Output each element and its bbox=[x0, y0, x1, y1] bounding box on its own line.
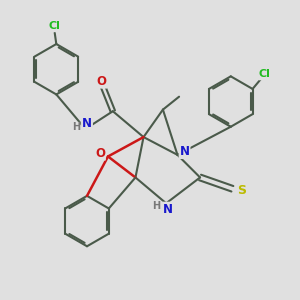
Text: N: N bbox=[163, 202, 173, 216]
Text: Cl: Cl bbox=[48, 21, 60, 31]
Text: N: N bbox=[82, 117, 92, 130]
Text: N: N bbox=[180, 145, 190, 158]
Text: H: H bbox=[72, 122, 80, 132]
Text: Cl: Cl bbox=[259, 69, 271, 80]
Text: O: O bbox=[97, 75, 106, 88]
Text: H: H bbox=[152, 201, 160, 211]
Text: O: O bbox=[95, 147, 105, 160]
Text: S: S bbox=[237, 184, 246, 197]
